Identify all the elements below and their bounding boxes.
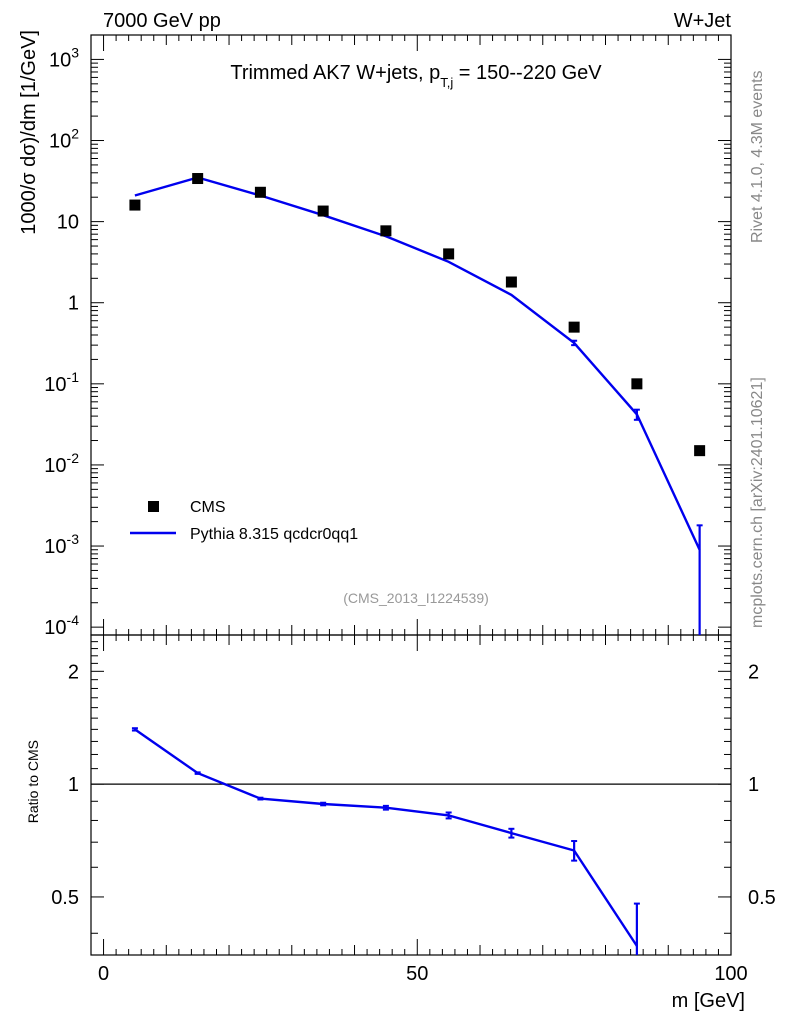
axis-ticks: 10-4 10-3 10-2 10-1 1 10 102 103 0 50 100 0.5 0.5 1 1 2… [44,34,776,985]
mc-series-line [134,176,701,551]
legend: CMS Pythia 8.315 qcdcr0qq1 [130,499,358,543]
ratio-ytick-label-right: 0.5 [748,887,776,909]
ratio-plot-marks [91,727,731,955]
header-right: W+Jet [674,10,732,32]
main-ylabel: 1000/σ dσ)/dm [1/GeV] [18,30,40,235]
ratio-plot-frame [90,634,732,956]
legend-cms-label: CMS [190,499,226,516]
main-plot-marks [129,173,706,635]
cms-data-point [317,205,329,217]
main-plot-title: Trimmed AK7 W+jets, pT,j = 150--220 GeV [230,62,602,90]
legend-pythia-label: Pythia 8.315 qcdcr0qq1 [190,526,358,543]
ratio-ytick-label-left: 1 [68,774,79,796]
ratio-ylabel: Ratio to CMS [25,740,41,823]
x-axis-title: m [GeV] [672,990,745,1012]
main-ytick-label: 10-4 [44,612,79,639]
cms-data-point [192,173,204,185]
legend-cms-marker [148,501,159,512]
main-plot-frame [90,34,732,636]
main-ytick-label: 102 [49,126,79,153]
ratio-ytick-label-right: 2 [748,661,759,683]
cms-data-point [443,248,455,260]
main-ytick-label: 10-3 [44,531,79,558]
cms-data-point [505,276,517,288]
cms-data-point [129,199,141,211]
mcplots-label: mcplots.cern.ch [arXiv:2401.10621] [749,377,766,628]
analysis-label: (CMS_2013_I1224539) [343,590,489,606]
header-left: 7000 GeV pp [103,10,221,32]
rivet-label: Rivet 4.1.0, 4.3M events [749,70,766,243]
ratio-series-line [134,728,638,947]
title-tail: = 150--220 GeV [453,62,602,84]
main-ytick-label: 1 [68,293,79,315]
ratio-ytick-label-left: 2 [68,661,79,683]
cms-data-point [380,225,392,237]
ratio-xtick-label: 100 [714,963,747,985]
main-ytick-label: 10-2 [44,450,79,477]
title-main: Trimmed AK7 W+jets, p [230,62,440,84]
ratio-ytick-label-left: 0.5 [51,887,79,909]
cms-data-point [254,186,266,198]
main-ytick-label: 103 [49,44,79,71]
ratio-ytick-label-right: 1 [748,774,759,796]
main-ytick-label: 10-1 [44,369,79,396]
ratio-xtick-label: 50 [406,963,428,985]
cms-data-point [631,378,643,390]
ratio-xtick-label: 0 [98,963,109,985]
cms-data-point [694,445,706,457]
main-ytick-label: 10 [57,212,79,234]
title-sub: T,j [440,75,453,90]
cms-data-point [568,321,580,333]
